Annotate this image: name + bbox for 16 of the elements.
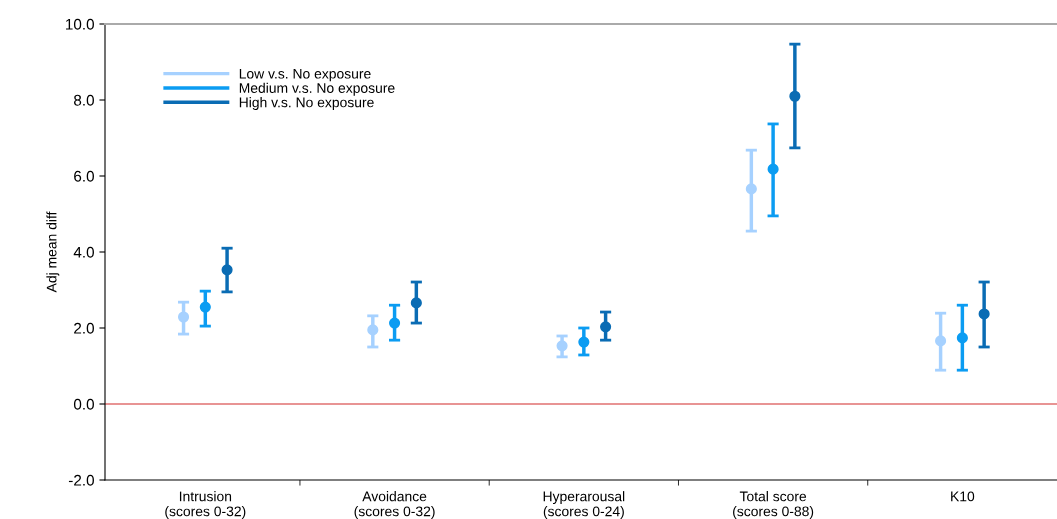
y-axis-title: Adj mean diff — [46, 211, 60, 293]
y-tick-label: 0.0 — [73, 398, 94, 410]
y-tick-label: 10.0 — [66, 18, 94, 30]
y-tick-label: 6.0 — [74, 170, 94, 182]
legend-label: Medium v.s. No exposure — [239, 82, 395, 96]
y-tick-label: 8.0 — [74, 94, 94, 106]
y-tick-label: -2.0 — [68, 474, 94, 486]
x-tick-label: K10 — [951, 491, 975, 502]
x-tick-label: Hyperarousal (scores 0-24) — [543, 491, 625, 519]
x-tick-label: Total score (scores 0-88) — [733, 491, 814, 519]
legend-label: High v.s. No exposure — [239, 97, 374, 111]
x-tick-label: Avoidance (scores 0-32) — [354, 491, 435, 519]
y-tick-label: 4.0 — [73, 246, 94, 258]
y-tick-label: 2.0 — [74, 322, 94, 334]
x-tick-label: Intrusion (scores 0-32) — [165, 491, 246, 519]
legend-label: Low v.s. No exposure — [239, 68, 371, 82]
